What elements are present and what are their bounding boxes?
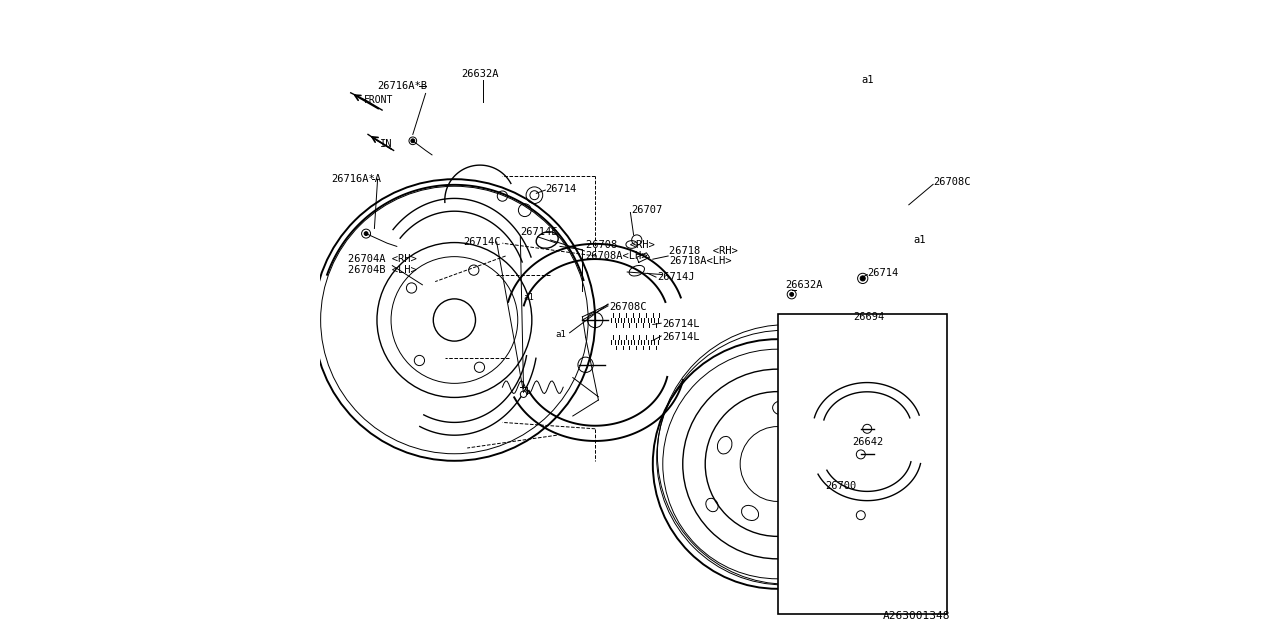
Text: 26704A <RH>: 26704A <RH>: [348, 254, 416, 264]
Text: 26708C: 26708C: [609, 302, 646, 312]
Text: 26708A<LH>: 26708A<LH>: [585, 251, 648, 261]
Circle shape: [364, 232, 369, 236]
Text: 26707: 26707: [632, 205, 663, 215]
Text: A263001348: A263001348: [883, 611, 950, 621]
Text: 26694: 26694: [854, 312, 884, 322]
Text: 26714E: 26714E: [520, 227, 558, 237]
Bar: [777, 314, 947, 614]
Text: 26714J: 26714J: [658, 272, 695, 282]
Text: 26632A: 26632A: [461, 68, 498, 79]
Text: 26714L: 26714L: [663, 332, 700, 342]
Text: a1: a1: [914, 235, 925, 245]
Text: 26708  <RH>: 26708 <RH>: [585, 240, 654, 250]
Text: FRONT: FRONT: [364, 95, 393, 106]
Text: 26718A<LH>: 26718A<LH>: [669, 256, 732, 266]
Text: 26716A*B: 26716A*B: [378, 81, 428, 92]
Text: 26714: 26714: [545, 184, 576, 194]
Text: a1: a1: [524, 293, 534, 302]
Text: 26700: 26700: [826, 481, 856, 492]
Text: 26708C: 26708C: [933, 177, 970, 188]
Text: 26714L: 26714L: [663, 319, 700, 330]
Text: 26714C: 26714C: [463, 237, 500, 247]
Text: 26704B <LH>: 26704B <LH>: [348, 265, 416, 275]
Text: IN: IN: [379, 139, 392, 149]
Circle shape: [835, 438, 842, 445]
Circle shape: [860, 276, 865, 281]
Text: 26716A*A: 26716A*A: [330, 174, 381, 184]
Text: a1: a1: [861, 75, 873, 85]
Circle shape: [520, 391, 527, 397]
Text: a1: a1: [556, 330, 566, 339]
Circle shape: [790, 292, 794, 296]
Text: 26718  <RH>: 26718 <RH>: [669, 246, 739, 256]
Text: 26714: 26714: [868, 268, 899, 278]
Text: 26632A: 26632A: [786, 280, 823, 290]
Circle shape: [411, 139, 415, 143]
Text: 26642: 26642: [852, 436, 883, 447]
